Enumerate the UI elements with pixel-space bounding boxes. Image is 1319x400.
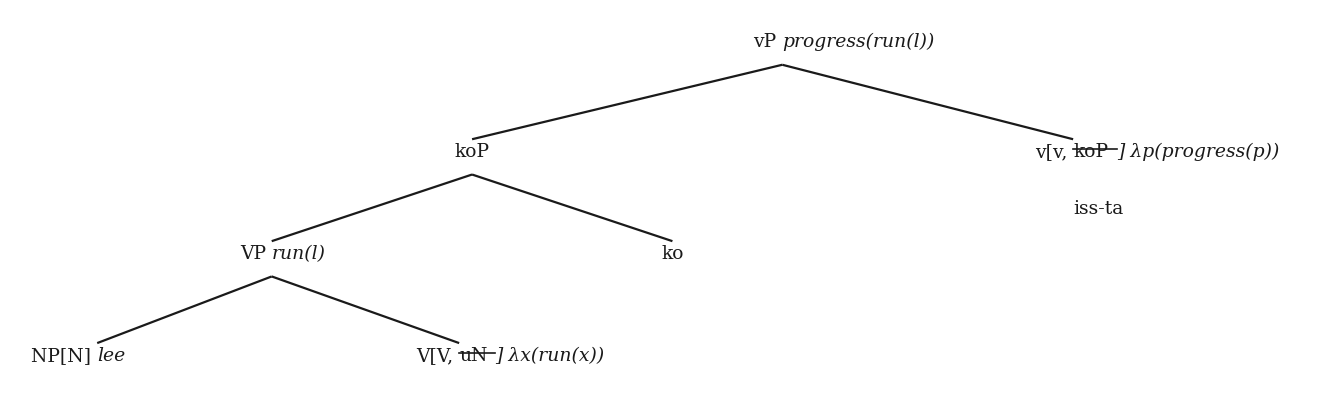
- Text: vP: vP: [753, 33, 782, 51]
- Text: uN] λx(run(x)): uN] λx(run(x)): [459, 347, 596, 365]
- Text: ko: ko: [661, 245, 683, 263]
- Text: ] λx(run(x)): ] λx(run(x)): [495, 347, 604, 365]
- Text: koP: koP: [455, 143, 489, 161]
- Text: progress(run(l)): progress(run(l)): [782, 33, 935, 51]
- Text: uN: uN: [459, 347, 488, 365]
- Text: VP: VP: [240, 245, 272, 263]
- Text: V[V,: V[V,: [415, 347, 459, 365]
- Text: koP] λp(progress(p)): koP] λp(progress(p)): [1074, 142, 1270, 161]
- Text: koP: koP: [1074, 143, 1108, 161]
- Text: NP[N]: NP[N]: [32, 347, 98, 365]
- Text: run(l): run(l): [272, 245, 326, 263]
- Text: lee: lee: [98, 347, 125, 365]
- Text: ] λp(progress(p)): ] λp(progress(p)): [1117, 142, 1279, 161]
- Text: iss-ta: iss-ta: [1074, 200, 1124, 218]
- Text: v[v,: v[v,: [1035, 143, 1074, 161]
